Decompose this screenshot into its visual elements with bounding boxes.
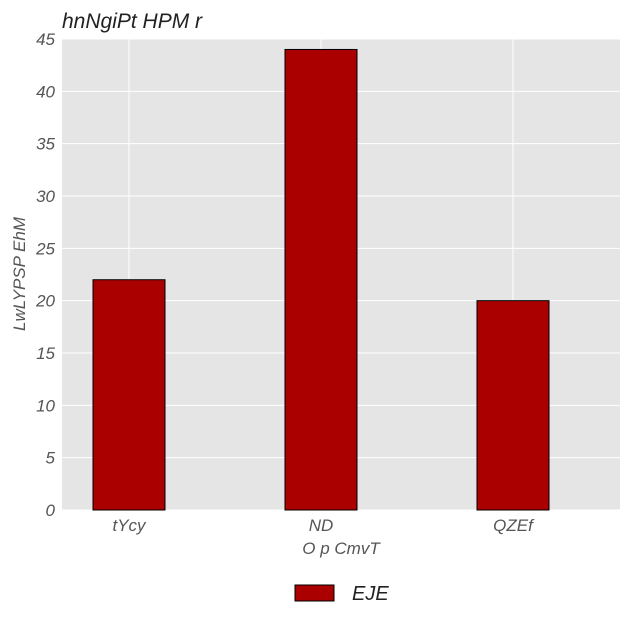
x-tick-label: ND: [309, 516, 334, 535]
y-tick-label: 35: [36, 135, 55, 154]
bar-qzef: [476, 300, 550, 511]
x-tick-label: tYcy: [112, 516, 147, 535]
y-axis-label: LwLYPSP EhM: [10, 216, 29, 331]
y-tick-label: 45: [36, 30, 55, 49]
legend: EJE: [294, 583, 389, 605]
x-tick-label: QZEf: [493, 516, 535, 535]
y-tick-labels: 0 5 10 15 20 25 30 35 40 45: [35, 30, 55, 520]
chart-title: hnNgiPt HPM r: [62, 10, 203, 33]
bars: [92, 48, 550, 511]
y-tick-label: 20: [35, 292, 55, 311]
y-tick-label: 5: [46, 449, 56, 468]
x-axis-label: O p CmvT: [302, 539, 381, 558]
y-tick-label: 40: [36, 82, 55, 101]
y-tick-label: 25: [35, 239, 55, 258]
legend-label-eje: EJE: [352, 583, 389, 605]
y-tick-label: 10: [36, 396, 55, 415]
bar-nd: [284, 48, 358, 511]
y-tick-label: 0: [46, 501, 56, 520]
y-tick-label: 15: [36, 344, 55, 363]
x-tick-labels: tYcy ND QZEf: [112, 516, 535, 535]
legend-swatch-eje: [294, 584, 335, 602]
bar-tycy: [92, 279, 166, 511]
y-tick-label: 30: [36, 187, 55, 206]
